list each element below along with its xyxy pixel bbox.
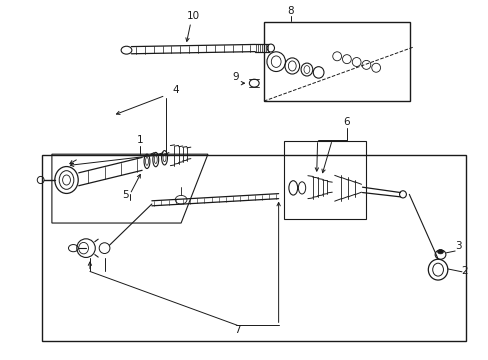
Text: 6: 6 [343,117,349,127]
Text: 4: 4 [172,85,178,95]
Bar [42,155,466,341]
Text: 10: 10 [186,12,200,22]
Text: 3: 3 [454,241,461,251]
Bar [264,22,409,101]
Text: 1: 1 [136,135,142,145]
Circle shape [437,249,443,254]
Text: 7: 7 [233,325,240,335]
Text: 5: 5 [122,190,128,201]
Text: 8: 8 [287,6,294,16]
Text: 2: 2 [461,266,467,276]
Text: 9: 9 [231,72,238,82]
